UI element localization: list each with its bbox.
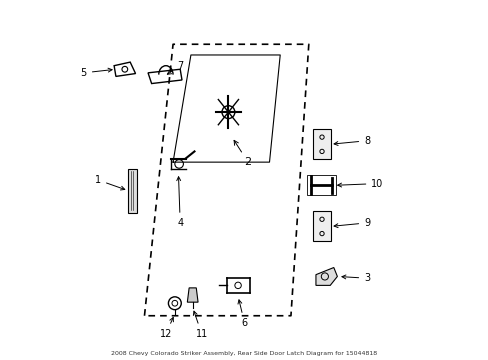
Polygon shape [315,267,337,285]
Text: 10: 10 [337,179,383,189]
Text: 3: 3 [341,273,369,283]
Text: 6: 6 [238,300,247,328]
Text: 7: 7 [167,61,183,74]
Text: 9: 9 [333,218,369,228]
FancyBboxPatch shape [127,168,137,213]
Text: 2008 Chevy Colorado Striker Assembly, Rear Side Door Latch Diagram for 15044818: 2008 Chevy Colorado Striker Assembly, Re… [111,351,377,356]
Polygon shape [187,288,198,302]
FancyBboxPatch shape [313,211,330,242]
Text: 11: 11 [193,311,207,339]
FancyBboxPatch shape [313,129,330,159]
Text: 8: 8 [333,136,369,146]
Text: 1: 1 [95,175,124,190]
Text: 12: 12 [160,318,173,339]
Text: 4: 4 [176,177,183,228]
Text: 2: 2 [234,140,251,167]
Text: 5: 5 [81,68,112,78]
